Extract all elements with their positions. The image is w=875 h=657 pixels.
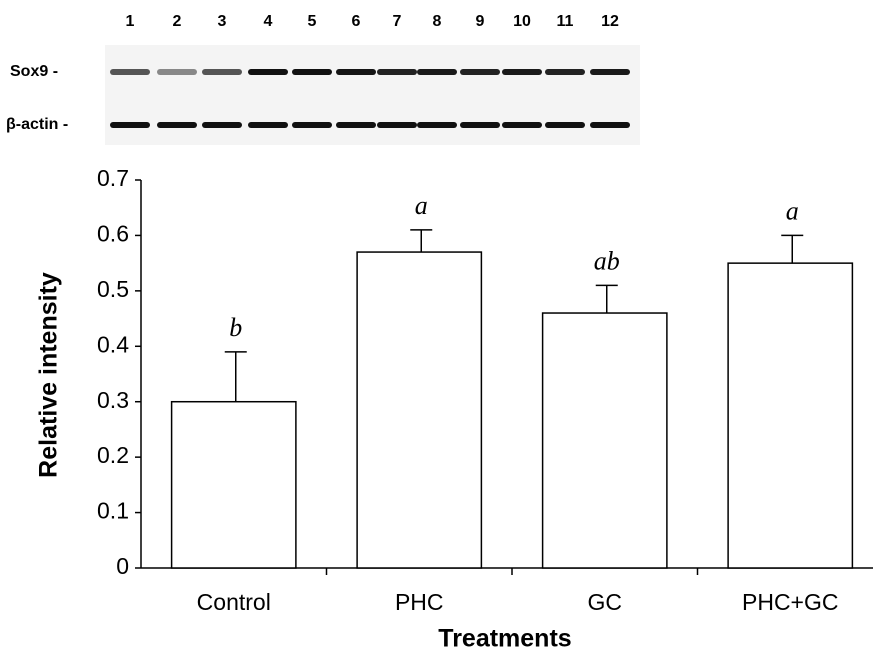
sox9-band [292,69,332,75]
y-axis-label: Relative intensity [35,272,63,478]
x-tick-label: GC [588,589,623,615]
lane-number: 9 [476,13,485,30]
y-tick-label: 0.7 [97,165,129,191]
actin-band [460,122,500,128]
actin-band [590,122,630,128]
actin-band [336,122,376,128]
significance-label: a [415,191,428,220]
sox9-band [545,69,585,75]
sox9-band [336,69,376,75]
lane-number: 3 [218,13,227,30]
actin-band [248,122,288,128]
actin-band [502,122,542,128]
lane-number: 10 [513,13,531,30]
actin-band [377,122,417,128]
actin-band [417,122,457,128]
blot-background [105,45,640,145]
sox9-band [502,69,542,75]
blot-row-label: Sox9 - [10,63,58,80]
y-tick-label: 0 [116,553,129,579]
blot-row-label: β-actin - [6,116,68,133]
bar [357,252,481,568]
lane-number: 2 [173,13,182,30]
sox9-band [417,69,457,75]
y-tick-label: 0.3 [97,387,129,413]
y-tick-label: 0.1 [97,498,129,524]
actin-band [292,122,332,128]
bar [543,313,667,568]
lane-number: 11 [557,13,574,30]
figure: Sox9 - β-actin - Treatments Relative int… [0,0,875,657]
sox9-band [248,69,288,75]
x-tick-label: Control [197,589,271,615]
actin-band [157,122,197,128]
actin-band [545,122,585,128]
sox9-band [157,69,197,75]
actin-band [110,122,150,128]
lane-number: 8 [433,13,442,30]
sox9-band [202,69,242,75]
x-axis-label: Treatments [438,625,571,653]
sox9-band [377,69,417,75]
sox9-band [110,69,150,75]
y-tick-label: 0.6 [97,221,129,247]
lane-number: 4 [264,13,273,30]
significance-label: b [229,313,242,342]
sox9-band [460,69,500,75]
lane-number: 12 [601,13,619,30]
bar [728,263,852,568]
sox9-band [590,69,630,75]
y-tick-label: 0.4 [97,331,129,357]
bar [172,402,296,568]
lane-number: 5 [308,13,317,30]
lane-number: 7 [393,13,402,30]
y-tick-label: 0.5 [97,276,129,302]
significance-label: a [786,196,799,225]
x-tick-label: PHC [395,589,444,615]
x-tick-label: PHC+GC [742,589,839,615]
y-tick-label: 0.2 [97,442,129,468]
significance-label: ab [594,246,620,275]
lane-number: 1 [126,13,135,30]
actin-band [202,122,242,128]
lane-number: 6 [352,13,361,30]
